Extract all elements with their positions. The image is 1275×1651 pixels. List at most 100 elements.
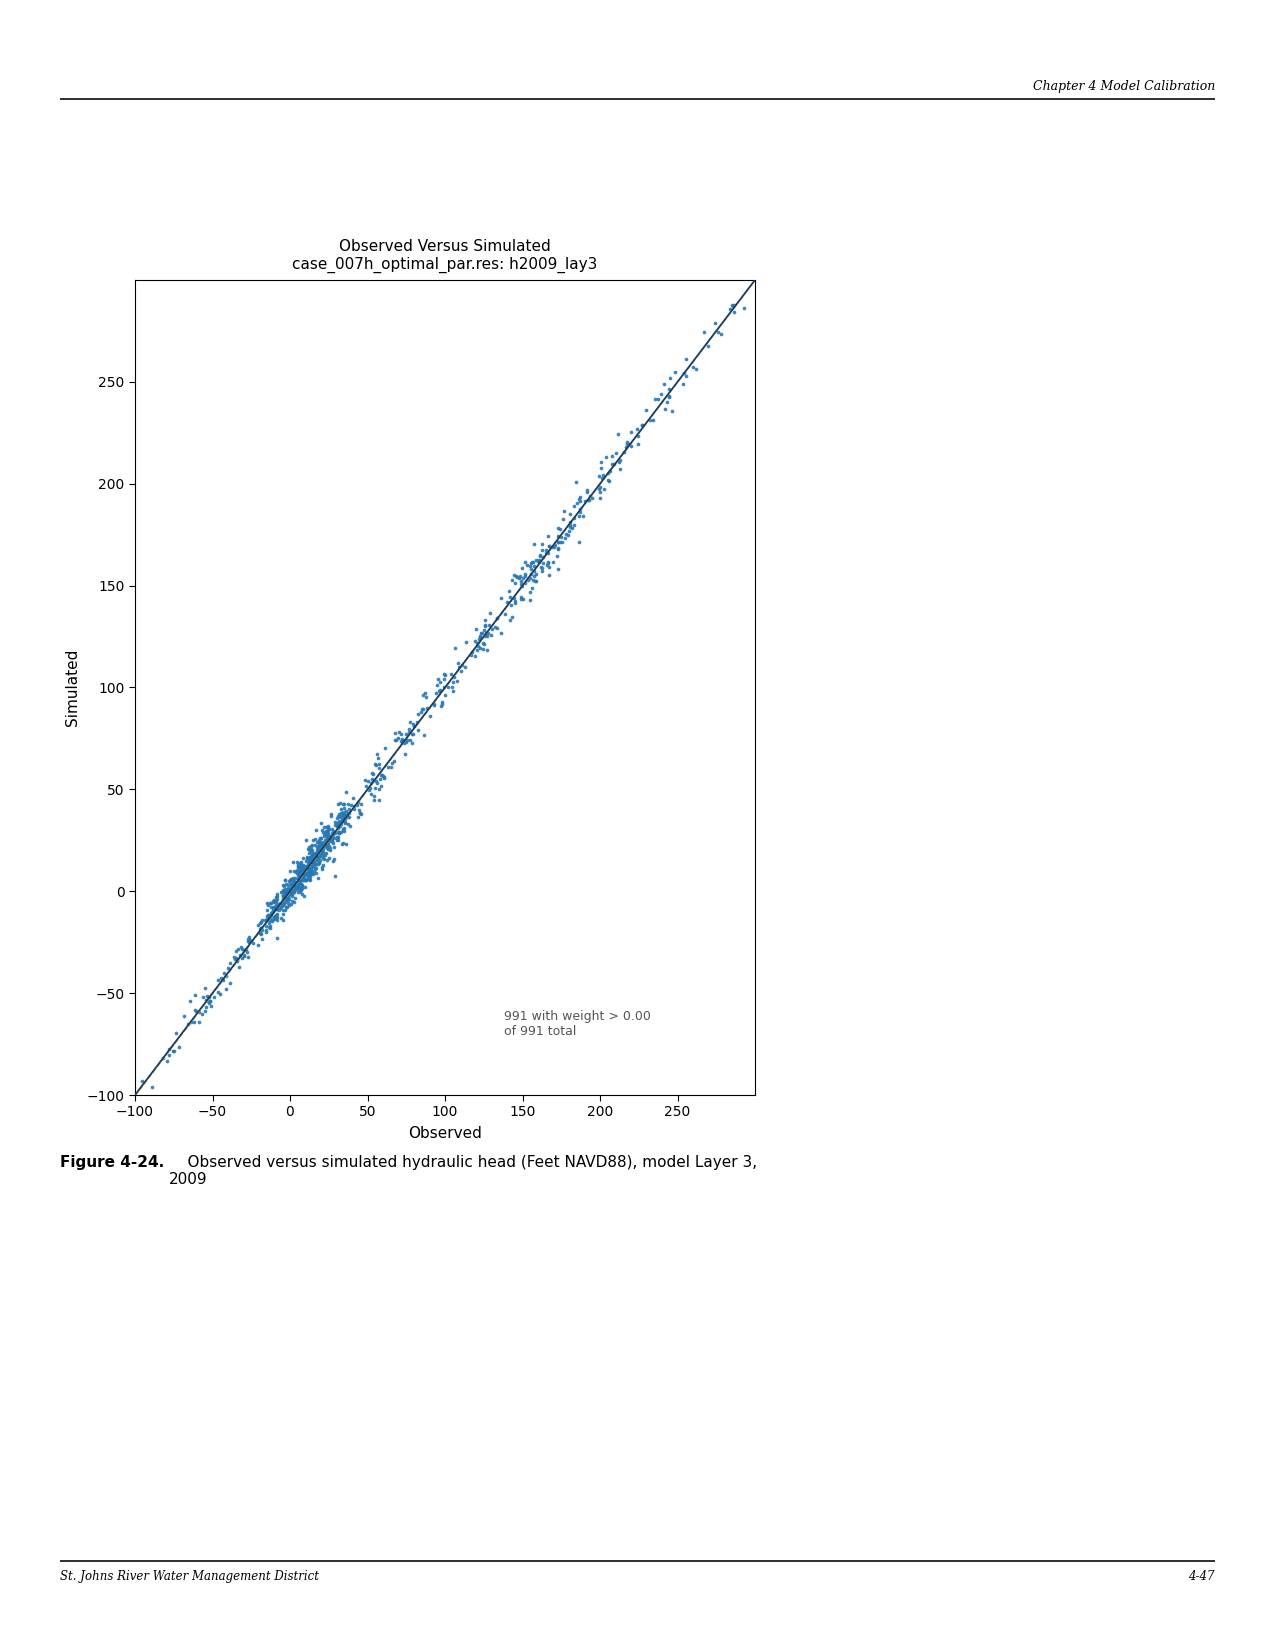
Point [315, 827, 335, 854]
Point [391, 728, 412, 755]
Point [524, 568, 544, 594]
Point [280, 872, 301, 898]
Point [228, 954, 249, 981]
Point [289, 857, 310, 883]
Point [328, 827, 348, 854]
Point [317, 821, 338, 847]
Point [289, 850, 310, 877]
Point [277, 883, 297, 910]
Point [385, 726, 405, 753]
Point [524, 553, 544, 580]
Point [657, 390, 677, 416]
Point [302, 854, 323, 880]
Point [476, 619, 496, 646]
Point [300, 860, 320, 887]
Point [598, 467, 618, 494]
Point [266, 896, 287, 923]
Point [298, 859, 319, 885]
Point [356, 773, 376, 799]
Point [312, 834, 333, 860]
Point [297, 862, 317, 888]
Point [292, 862, 312, 888]
Point [560, 512, 580, 538]
Point [542, 548, 562, 575]
Point [273, 872, 293, 898]
Point [288, 867, 309, 893]
Point [320, 826, 340, 852]
Point [289, 870, 310, 896]
Point [258, 901, 278, 928]
Point [302, 860, 323, 887]
Point [291, 865, 311, 892]
Point [264, 887, 284, 913]
Point [491, 584, 511, 611]
Point [618, 431, 639, 457]
Point [302, 837, 323, 863]
Point [349, 797, 370, 824]
Text: Chapter 4 Model Calibration: Chapter 4 Model Calibration [1033, 79, 1215, 92]
Point [328, 812, 348, 839]
Point [278, 872, 298, 898]
Point [371, 761, 391, 788]
Point [394, 740, 414, 766]
Point [266, 925, 287, 951]
Point [306, 845, 326, 872]
Point [301, 855, 321, 882]
Point [442, 669, 463, 695]
Point [566, 469, 586, 495]
Point [524, 532, 544, 558]
Point [521, 550, 542, 576]
Point [394, 728, 414, 755]
Point [428, 667, 449, 693]
Point [348, 789, 368, 816]
Point [292, 880, 312, 906]
Point [407, 708, 427, 735]
Point [361, 769, 381, 796]
Point [432, 690, 453, 717]
Point [509, 565, 529, 591]
Point [643, 406, 663, 433]
Point [264, 903, 284, 930]
Point [289, 868, 310, 895]
Point [301, 860, 321, 887]
Point [266, 883, 287, 910]
Point [674, 360, 695, 386]
Point [306, 816, 326, 842]
Point [283, 873, 303, 900]
Point [307, 834, 328, 860]
Point [273, 892, 293, 918]
Point [292, 859, 312, 885]
Point [302, 847, 323, 873]
Point [368, 776, 389, 802]
Point [305, 855, 325, 882]
Point [275, 893, 296, 920]
Point [472, 621, 492, 647]
Point [272, 878, 292, 905]
Point [293, 855, 314, 882]
Point [333, 830, 353, 857]
Point [476, 622, 496, 649]
Point [529, 550, 550, 576]
Point [291, 854, 311, 880]
Point [338, 811, 358, 837]
Point [302, 844, 323, 870]
Point [372, 763, 393, 789]
Point [399, 726, 419, 753]
Point [317, 814, 338, 840]
Point [301, 839, 321, 865]
Point [316, 822, 337, 849]
Point [521, 575, 542, 601]
Point [595, 444, 616, 471]
Point [261, 900, 282, 926]
Point [293, 863, 314, 890]
Point [269, 895, 289, 921]
Point [266, 888, 287, 915]
Text: 4-47: 4-47 [1188, 1570, 1215, 1583]
Point [650, 381, 671, 408]
Point [219, 969, 240, 996]
Point [296, 867, 316, 893]
Point [259, 903, 279, 930]
Point [310, 826, 330, 852]
Point [477, 622, 497, 649]
Point [158, 1035, 178, 1062]
